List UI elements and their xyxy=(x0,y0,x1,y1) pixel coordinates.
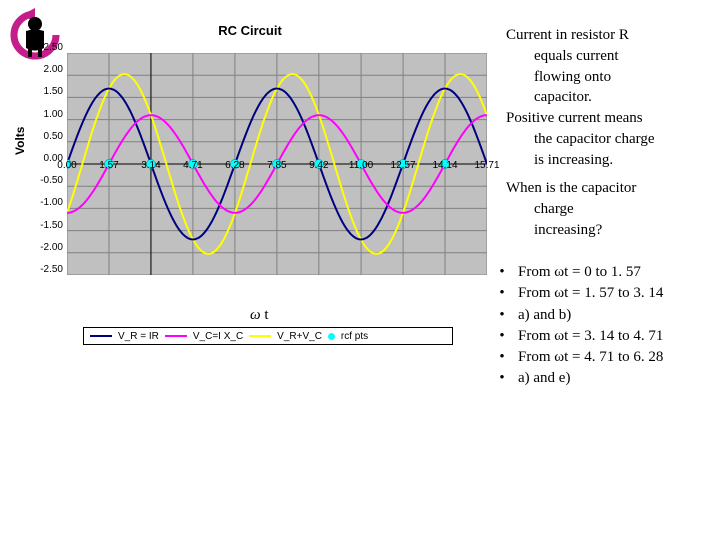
bullet-icon: • xyxy=(486,326,518,347)
legend-swatch-sum xyxy=(249,335,271,337)
x-tick-label: 7.85 xyxy=(267,160,286,171)
text-line: equals current xyxy=(506,47,720,66)
y-tick-label: -0.50 xyxy=(33,175,63,186)
y-tick-label: -1.00 xyxy=(33,197,63,208)
x-tick-label: 15.71 xyxy=(474,160,499,171)
x-tick-label: 3.14 xyxy=(141,160,160,171)
legend-label-vr: V_R = IR xyxy=(118,331,159,342)
question-line: When is the capacitor xyxy=(506,179,720,198)
answer-list: •From ωt = 0 to 1. 57•From ωt = 1. 57 to… xyxy=(486,262,720,390)
legend-swatch-vr xyxy=(90,335,112,337)
y-tick-label: -2.50 xyxy=(33,264,63,275)
answer-text: a) and e) xyxy=(518,368,720,389)
y-tick-label: 0.50 xyxy=(33,131,63,142)
text-line: is increasing. xyxy=(506,151,720,170)
answer-option[interactable]: •From ωt = 1. 57 to 3. 14 xyxy=(486,283,720,304)
bullet-icon: • xyxy=(486,305,518,326)
x-tick-label: 4.71 xyxy=(183,160,202,171)
answer-text: From ωt = 3. 14 to 4. 71 xyxy=(518,326,720,347)
bullet-icon: • xyxy=(486,347,518,368)
x-axis-label: ω t xyxy=(250,307,269,324)
y-tick-label: 2.50 xyxy=(33,42,63,53)
answer-option[interactable]: • a) and e) xyxy=(486,368,720,389)
text-line: capacitor. xyxy=(506,88,720,107)
x-tick-label: 11.00 xyxy=(349,160,373,171)
text-line: Current in resistor R xyxy=(506,26,720,45)
y-tick-label: 1.50 xyxy=(33,86,63,97)
x-tick-label: 0.00 xyxy=(57,160,76,171)
y-tick-label: -1.50 xyxy=(33,220,63,231)
answer-text: From ωt = 0 to 1. 57 xyxy=(518,262,720,283)
chart-container: RC Circuit Volts 2.50 2.00 1.50 1.00 0.50 0.0… xyxy=(5,5,495,335)
y-axis-label: Volts xyxy=(13,127,27,155)
y-tick-label: 2.00 xyxy=(33,64,63,75)
chart-title: RC Circuit xyxy=(5,23,495,38)
answer-text: a) and b) xyxy=(518,305,720,326)
bullet-icon: • xyxy=(486,262,518,283)
legend-label-vc: V_C=I X_C xyxy=(193,331,243,342)
answer-option[interactable]: •From ωt = 4. 71 to 6. 28 xyxy=(486,347,720,368)
answer-text: From ωt = 4. 71 to 6. 28 xyxy=(518,347,720,368)
x-tick-label: 6.28 xyxy=(225,160,244,171)
text-line: flowing onto xyxy=(506,68,720,87)
text-line: the capacitor charge xyxy=(506,130,720,149)
y-tick-label: 1.00 xyxy=(33,109,63,120)
legend-swatch-vc xyxy=(165,335,187,337)
question-line: charge xyxy=(506,200,720,219)
bullet-icon: • xyxy=(486,283,518,304)
answer-option[interactable]: •From ωt = 3. 14 to 4. 71 xyxy=(486,326,720,347)
y-tick-label: -2.00 xyxy=(33,242,63,253)
answer-option[interactable]: •From ωt = 0 to 1. 57 xyxy=(486,262,720,283)
x-tick-label: 9.42 xyxy=(309,160,328,171)
x-tick-label: 14.14 xyxy=(433,160,458,171)
x-tick-label: 12.57 xyxy=(391,160,416,171)
legend-label-sum: V_R+V_C xyxy=(277,331,322,342)
explanation-text: Current in resistor R equals current flo… xyxy=(506,26,720,242)
text-line: Positive current means xyxy=(506,109,720,128)
legend-label-pts: rcf pts xyxy=(341,331,368,342)
legend-swatch-pts xyxy=(328,333,335,340)
legend: V_R = IR V_C=I X_C V_R+V_C rcf pts xyxy=(83,327,453,345)
answer-text: From ωt = 1. 57 to 3. 14 xyxy=(518,283,720,304)
question-line: increasing? xyxy=(506,221,720,240)
x-tick-label: 1.57 xyxy=(99,160,118,171)
bullet-icon: • xyxy=(486,368,518,389)
answer-option[interactable]: • a) and b) xyxy=(486,305,720,326)
